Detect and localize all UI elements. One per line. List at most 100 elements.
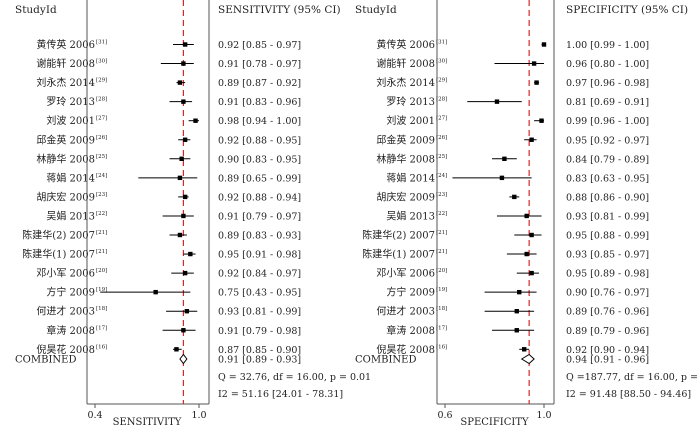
study-name: 胡庆宏 2009	[36, 190, 95, 203]
study-name: 刘波 2001	[386, 114, 435, 127]
study-name: 方宁 2009	[386, 286, 435, 299]
study-name: 何进才 2003	[36, 305, 95, 318]
ci-text: 0.91 [0.79 - 0.97]	[218, 211, 301, 222]
x-axis-label: SENSITIVITY	[113, 417, 182, 427]
study-ref: [29]	[436, 78, 447, 84]
x-axis-label: SPECIFICITY	[460, 417, 529, 427]
ci-text: 0.95 [0.91 - 0.98]	[218, 250, 301, 261]
ci-text: 0.92 [0.84 - 0.97]	[218, 269, 301, 280]
study-ref: [17]	[96, 325, 107, 331]
study-name: 蒋娟 2014	[46, 171, 95, 184]
study-name: 邓小军 2006	[36, 268, 95, 280]
point-estimate	[188, 251, 193, 257]
ci-text: 0.91 [0.79 - 0.98]	[218, 326, 301, 337]
point-estimate	[517, 289, 522, 295]
point-estimate	[177, 175, 183, 181]
study-name: 谢能轩 2008	[376, 57, 435, 70]
ci-text: 0.83 [0.63 - 0.95]	[566, 173, 649, 184]
point-estimate	[539, 118, 544, 123]
study-name: 何进才 2003	[376, 305, 435, 318]
study-ref: [19]	[436, 287, 447, 293]
study-id-header: StudyId	[15, 4, 57, 16]
study-ref: [27]	[436, 116, 447, 122]
point-estimate	[502, 156, 507, 161]
study-name: 邓小军 2006	[376, 268, 435, 280]
x-tick-label: 1.0	[536, 410, 551, 421]
point-estimate	[524, 251, 529, 257]
study-name: 陈建华(1) 2007	[22, 248, 95, 261]
study-name: 方宁 2009	[46, 286, 95, 299]
ci-text: 0.99 [0.96 - 1.00]	[566, 116, 649, 127]
ci-text: 0.95 [0.89 - 0.98]	[566, 269, 649, 280]
study-name: 罗玲 2013	[386, 96, 435, 108]
point-estimate	[179, 156, 184, 161]
point-estimate	[177, 80, 183, 85]
study-name: 刘永杰 2014	[36, 76, 95, 89]
study-ref: [27]	[96, 116, 107, 122]
study-ref: [24]	[96, 173, 107, 179]
study-name: 倪昊花 2008	[36, 343, 95, 356]
point-estimate	[182, 137, 188, 142]
study-ref: [20]	[436, 268, 447, 274]
study-ref: [31]	[436, 40, 447, 46]
ci-text: 0.97 [0.96 - 0.98]	[566, 78, 649, 89]
study-ref: [25]	[96, 154, 107, 160]
ci-text: 0.90 [0.76 - 0.97]	[566, 288, 649, 299]
heterogeneity-stat: I2 = 91.48 [88.50 - 94.46]	[566, 389, 691, 400]
ci-text: 0.92 [0.90 - 0.94]	[566, 345, 649, 356]
point-estimate	[512, 194, 517, 200]
point-estimate	[182, 194, 188, 200]
study-name: 章涛 2008	[386, 324, 435, 337]
ci-text: 0.91 [0.78 - 0.97]	[218, 59, 301, 70]
study-name: 刘波 2001	[46, 114, 95, 127]
ci-text: 0.93 [0.81 - 0.99]	[218, 307, 301, 318]
study-ref: [23]	[436, 192, 447, 198]
ci-text: 0.98 [0.94 - 1.00]	[218, 116, 301, 127]
study-ref: [21]	[436, 230, 447, 236]
combined-ci-text: 0.94 [0.91 - 0.96]	[566, 355, 649, 366]
study-name: 黄传英 2006	[36, 38, 95, 51]
combined-ci-text: 0.91 [0.89 - 0.93]	[218, 355, 301, 366]
study-name: 林静华 2008	[36, 152, 95, 165]
study-ref: [16]	[96, 344, 107, 350]
heterogeneity-stat: I2 = 51.16 [24.01 - 78.31]	[218, 389, 343, 400]
ci-text: 0.95 [0.88 - 0.99]	[566, 231, 649, 242]
ci-text: 0.90 [0.83 - 0.95]	[218, 154, 301, 165]
study-ref: [24]	[436, 173, 447, 179]
ci-header: SENSITIVITY (95% CI)	[218, 4, 341, 16]
study-ref: [25]	[436, 154, 447, 160]
study-ref: [28]	[96, 97, 107, 103]
point-estimate	[184, 309, 190, 314]
combined-label: COMBINED	[355, 355, 416, 366]
study-ref: [17]	[436, 325, 447, 331]
combined-label: COMBINED	[15, 355, 76, 366]
forest-panel-2: StudyId SPECIFICITY (95% CI) 0.6 1.0 SPECIFI…	[355, 0, 700, 427]
ci-text: 0.88 [0.86 - 0.90]	[566, 192, 649, 203]
study-ref: [31]	[96, 40, 107, 46]
study-ref: [29]	[96, 78, 107, 84]
point-estimate	[181, 328, 186, 333]
ci-text: 0.91 [0.83 - 0.96]	[218, 97, 301, 108]
study-ref: [30]	[436, 59, 447, 65]
point-estimate	[494, 99, 500, 104]
study-ref: [30]	[96, 59, 107, 65]
point-estimate	[522, 347, 527, 352]
study-name: 刘永杰 2014	[376, 76, 435, 89]
study-name: 吴娟 2013	[386, 209, 435, 222]
point-estimate	[514, 328, 519, 333]
point-estimate	[524, 213, 529, 219]
ci-text: 0.92 [0.88 - 0.95]	[218, 135, 301, 146]
heterogeneity-stat: Q =187.77, df = 16.00, p = 0.00	[566, 372, 700, 383]
x-tick-label: 0.4	[87, 410, 102, 421]
study-ref: [18]	[96, 306, 107, 312]
point-estimate	[182, 42, 188, 47]
combined-diamond	[520, 353, 535, 365]
study-ref: [26]	[436, 135, 447, 141]
ci-text: 1.00 [0.99 - 1.00]	[566, 40, 649, 51]
study-ref: [28]	[436, 97, 447, 103]
ci-text: 0.92 [0.88 - 0.94]	[218, 192, 301, 203]
study-name: 陈建华(1) 2007	[362, 248, 435, 261]
study-name: 邱金英 2009	[376, 133, 435, 146]
point-estimate	[181, 213, 186, 219]
study-ref: [21]	[96, 230, 107, 236]
